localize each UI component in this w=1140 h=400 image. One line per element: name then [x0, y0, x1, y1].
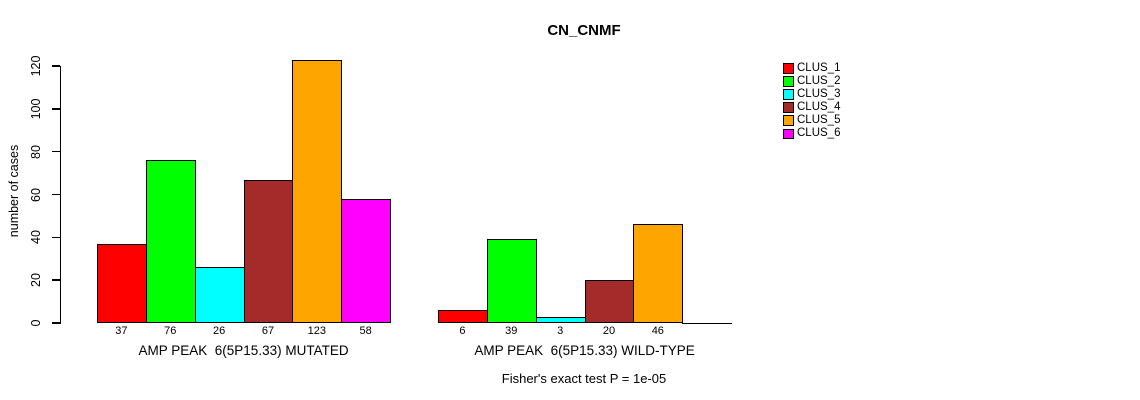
- y-tick: [52, 65, 60, 67]
- legend-swatch: [783, 102, 794, 113]
- y-axis-label: number of cases: [7, 144, 21, 238]
- y-tick: [52, 279, 60, 281]
- legend-swatch: [783, 63, 794, 74]
- legend-swatch: [783, 128, 794, 139]
- bar-value-label: 6: [459, 325, 466, 337]
- bar: [243, 179, 294, 323]
- legend-label: CLUS_5: [797, 113, 841, 126]
- legend-swatch: [783, 115, 794, 126]
- legend-label: CLUS_2: [797, 74, 841, 87]
- footnote: Fisher's exact test P = 1e-05: [501, 371, 667, 386]
- bar-value-label: 39: [505, 325, 518, 337]
- bar: [438, 310, 488, 323]
- bar-value-label: 46: [651, 325, 664, 337]
- bar-value-label: 67: [261, 325, 275, 337]
- bar-value-label: 58: [359, 325, 372, 337]
- y-tick: [52, 322, 60, 324]
- chart-title: CN_CNMF: [547, 22, 621, 39]
- zero-height-bar: [682, 323, 733, 325]
- legend-label: CLUS_3: [797, 87, 841, 100]
- legend-swatch: [783, 76, 794, 87]
- y-tick-label: 80: [29, 144, 43, 159]
- y-tick: [52, 236, 60, 239]
- legend-label: CLUS_6: [797, 127, 841, 139]
- bar-value-label: 76: [164, 325, 177, 337]
- bar-value-label: 20: [602, 325, 616, 337]
- bar-value-label: 26: [213, 325, 226, 337]
- y-tick: [52, 150, 60, 153]
- y-tick-label: 60: [29, 187, 43, 202]
- legend-swatch: [783, 89, 794, 100]
- bar-value-label: 123: [307, 325, 326, 337]
- y-axis-line: [59, 66, 62, 324]
- y-tick-label: 120: [29, 55, 43, 77]
- bar: [97, 243, 147, 323]
- x-group-label: AMP PEAK 6(5P15.33) MUTATED: [138, 343, 349, 358]
- y-tick-label: 100: [29, 98, 43, 120]
- bar-value-label: 37: [115, 325, 128, 337]
- bar: [292, 59, 343, 323]
- bar-value-label: 3: [557, 325, 564, 337]
- bar: [194, 267, 245, 323]
- bar: [535, 316, 586, 323]
- y-tick-label: 0: [29, 319, 43, 327]
- y-tick-label: 40: [29, 230, 43, 245]
- bar: [633, 224, 684, 323]
- x-group-label: AMP PEAK 6(5P15.33) WILD-TYPE: [474, 343, 695, 358]
- bar: [341, 198, 392, 323]
- y-tick: [52, 193, 60, 196]
- legend-label: CLUS_1: [797, 61, 841, 74]
- bar: [486, 239, 537, 323]
- y-tick: [52, 108, 60, 110]
- y-tick-label: 20: [29, 273, 43, 288]
- bar: [145, 160, 196, 323]
- bar: [584, 280, 635, 323]
- legend-label: CLUS_4: [797, 100, 841, 113]
